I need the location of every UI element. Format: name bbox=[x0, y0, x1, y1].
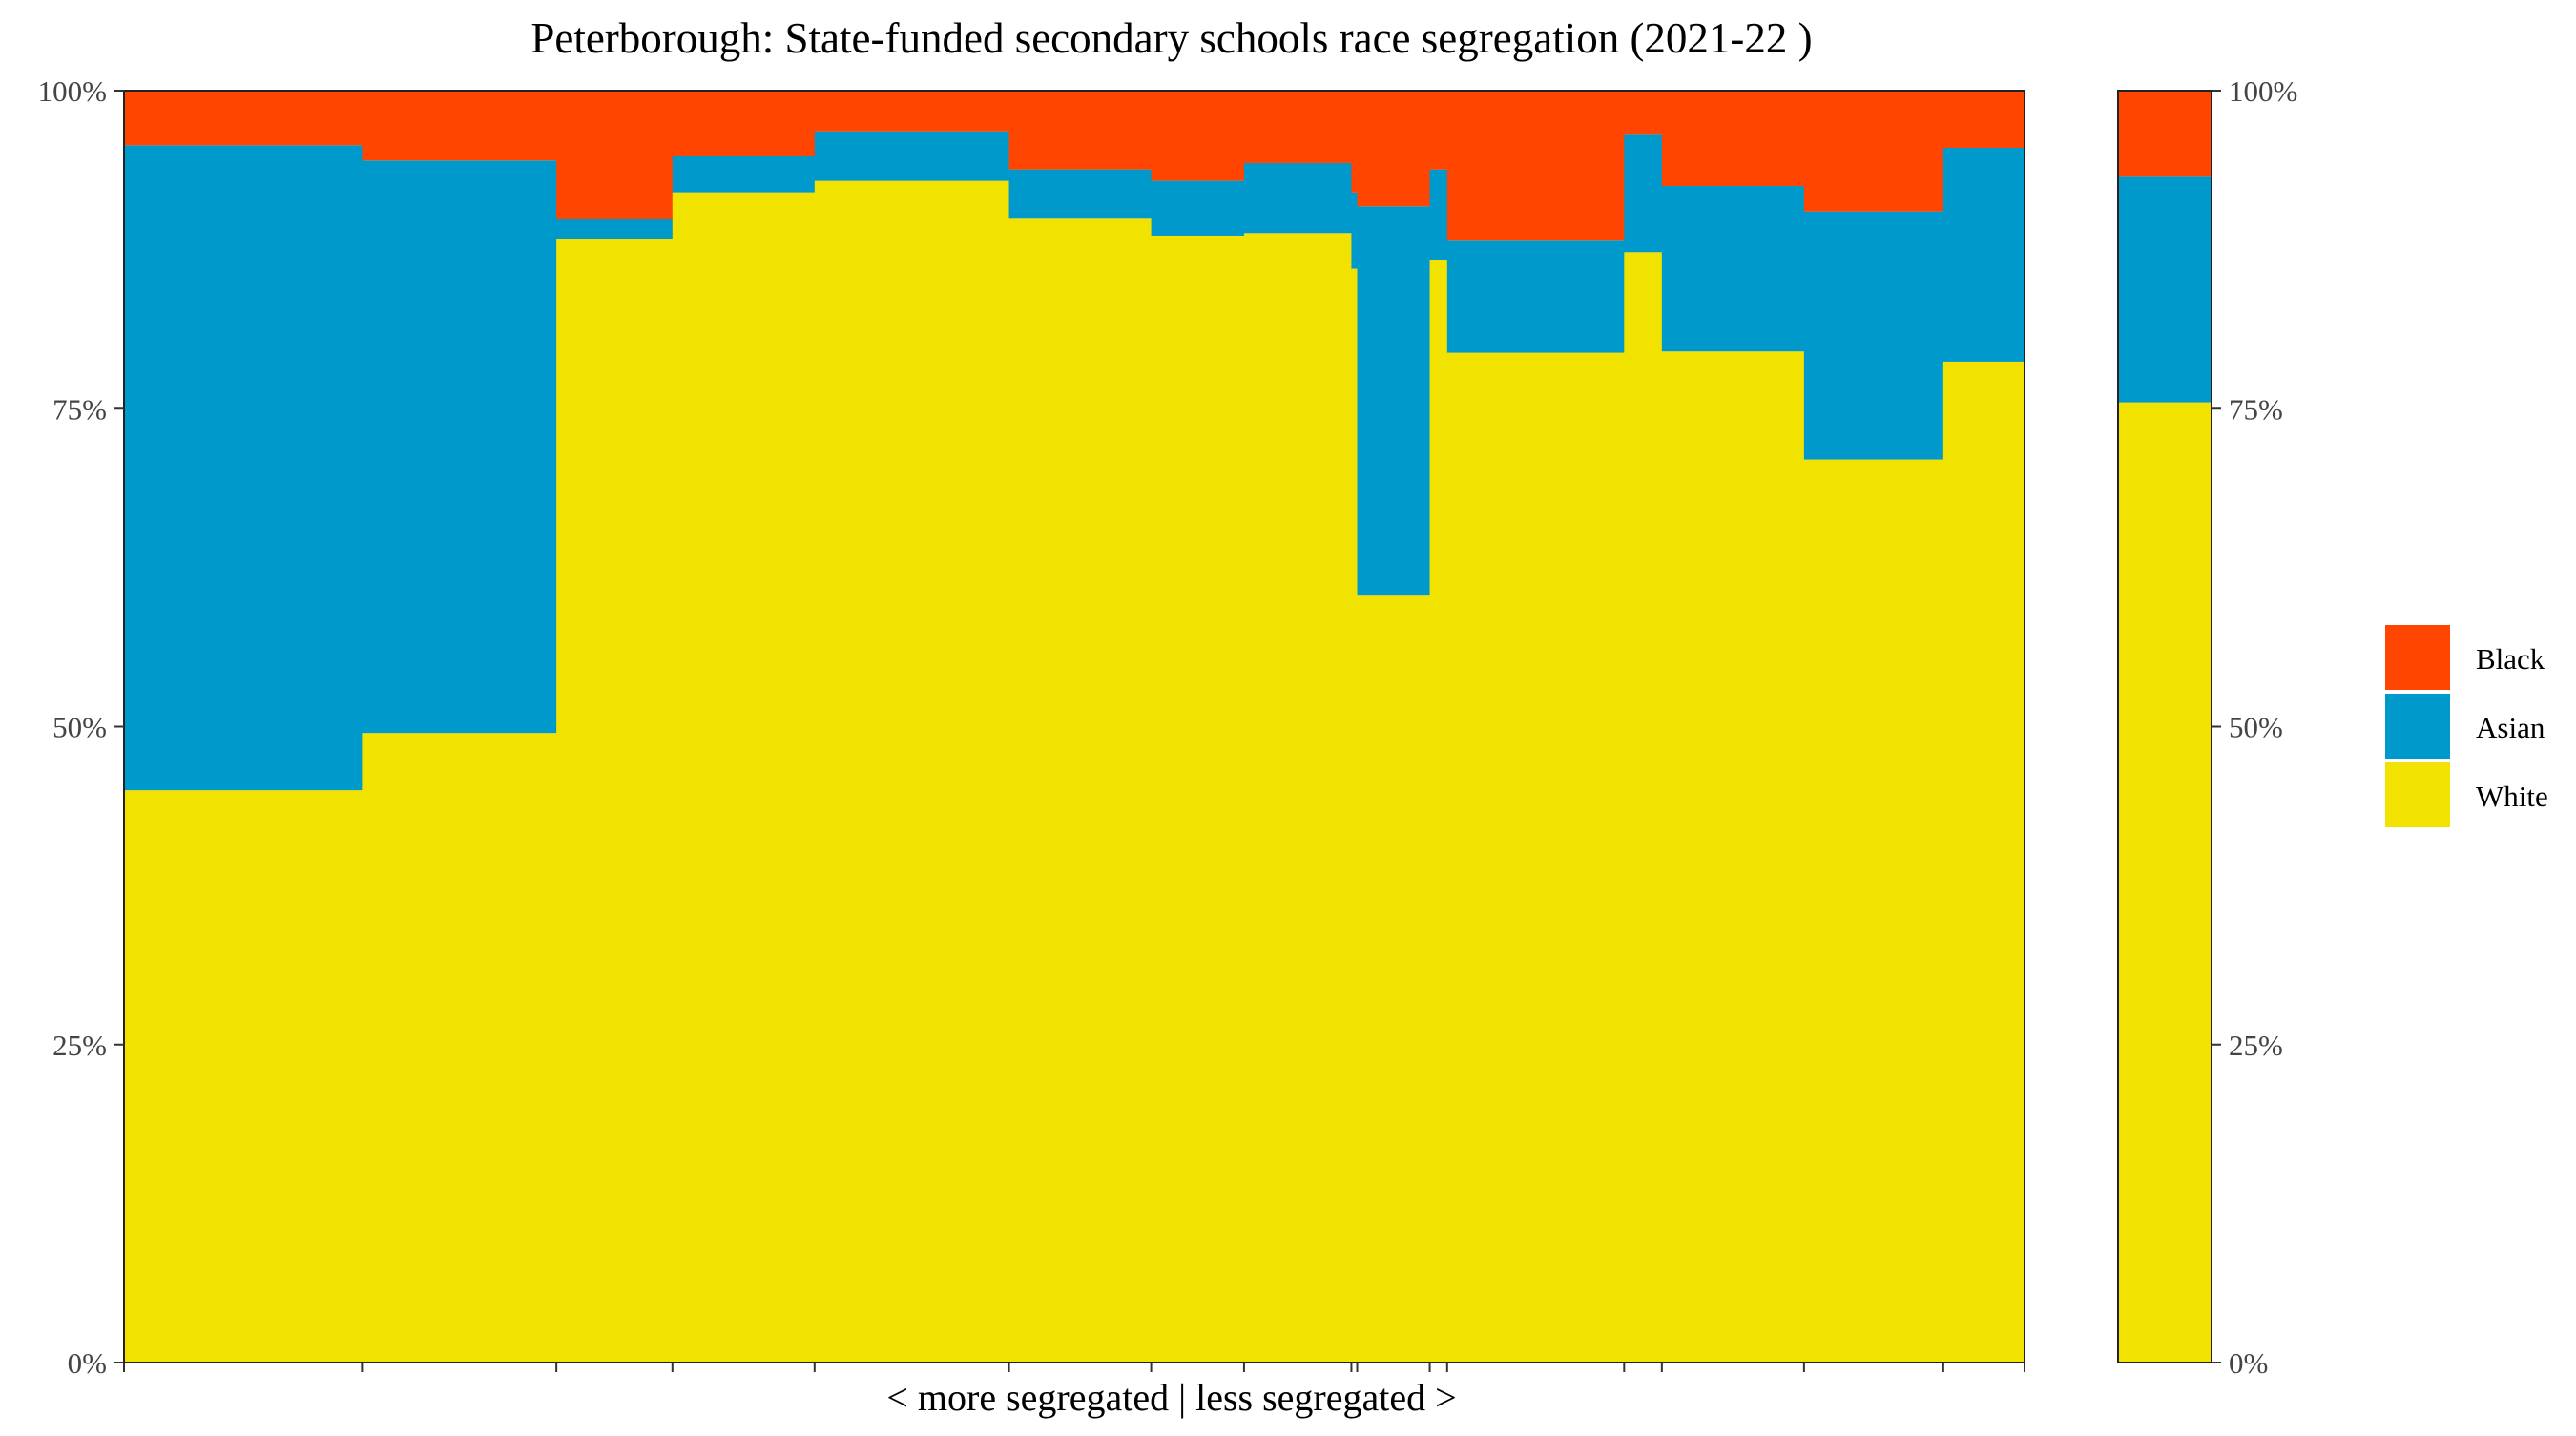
bar-black-overall bbox=[2118, 91, 2212, 177]
legend-label-asian: Asian bbox=[2476, 711, 2545, 744]
bar-white-school-8 bbox=[1243, 233, 1353, 1363]
y-tick-label-left-0: 0% bbox=[68, 1346, 107, 1380]
x-axis-label: < more segregated | less segregated > bbox=[886, 1376, 1456, 1419]
bar-black-school-14 bbox=[1661, 91, 1805, 186]
y-tick-label-right-2: 50% bbox=[2229, 711, 2283, 744]
bar-black-school-16 bbox=[1942, 91, 2025, 148]
y-tick-label-left-2: 50% bbox=[52, 711, 107, 744]
bar-black-school-2 bbox=[362, 91, 557, 161]
legend-label-black: Black bbox=[2476, 642, 2545, 676]
bar-black-school-13 bbox=[1624, 91, 1663, 135]
bar-white-school-9 bbox=[1351, 268, 1359, 1363]
legend-swatch-black bbox=[2385, 625, 2450, 690]
bar-black-school-1 bbox=[124, 91, 363, 146]
axes: 0% 0% 25% 25% 50% 50% 75% 75% 100% 100% bbox=[38, 74, 2298, 1380]
chart-title: Peterborough: State-funded secondary sch… bbox=[530, 14, 1812, 62]
bar-black-school-11 bbox=[1429, 91, 1448, 170]
y-tick-label-right-4: 100% bbox=[2229, 74, 2297, 108]
legend-swatch-white bbox=[2385, 762, 2450, 827]
bar-white-school-4 bbox=[672, 192, 816, 1363]
legend-swatch-asian bbox=[2385, 694, 2450, 759]
bar-asian-school-7 bbox=[1151, 180, 1245, 236]
bar-white-school-11 bbox=[1429, 260, 1448, 1363]
bar-asian-school-2 bbox=[362, 160, 557, 734]
bar-black-school-4 bbox=[672, 91, 816, 156]
bar-white-school-5 bbox=[814, 180, 1010, 1363]
y-tick-label-right-1: 25% bbox=[2229, 1029, 2283, 1062]
bar-white-school-12 bbox=[1446, 352, 1625, 1363]
bar-asian-school-1 bbox=[124, 145, 363, 791]
bar-asian-school-13 bbox=[1624, 134, 1663, 253]
bar-white-school-16 bbox=[1942, 361, 2025, 1363]
overall-bar bbox=[2118, 91, 2212, 1363]
bar-asian-overall bbox=[2118, 176, 2212, 403]
bar-white-school-10 bbox=[1357, 595, 1431, 1363]
bar-black-school-10 bbox=[1357, 91, 1431, 207]
bar-white-school-2 bbox=[362, 733, 557, 1363]
y-tick-label-right-3: 75% bbox=[2229, 392, 2283, 426]
legend-label-white: White bbox=[2476, 780, 2548, 813]
bar-asian-school-8 bbox=[1243, 162, 1353, 234]
bar-asian-school-15 bbox=[1803, 211, 1944, 460]
bar-white-school-13 bbox=[1624, 252, 1663, 1363]
bar-asian-school-12 bbox=[1446, 240, 1625, 353]
bar-white-school-1 bbox=[124, 790, 363, 1363]
y-tick-label-left-3: 75% bbox=[52, 392, 107, 426]
bar-white-school-14 bbox=[1661, 351, 1805, 1363]
y-tick-label-left-1: 25% bbox=[52, 1029, 107, 1062]
y-tick-label-left-4: 100% bbox=[38, 74, 107, 108]
bar-black-school-15 bbox=[1803, 91, 1944, 212]
bar-asian-school-4 bbox=[672, 155, 816, 193]
bar-asian-school-5 bbox=[814, 131, 1010, 181]
legend: Black Asian White bbox=[2385, 625, 2548, 827]
bar-white-school-7 bbox=[1151, 235, 1245, 1363]
main-bars bbox=[124, 91, 2025, 1363]
bar-white-school-6 bbox=[1008, 218, 1153, 1363]
bar-black-school-5 bbox=[814, 91, 1010, 132]
bar-asian-school-10 bbox=[1357, 206, 1431, 596]
bar-asian-school-9 bbox=[1351, 192, 1359, 269]
bar-asian-school-14 bbox=[1661, 185, 1805, 352]
bar-black-school-7 bbox=[1151, 91, 1245, 181]
bar-black-school-12 bbox=[1446, 91, 1625, 241]
bar-asian-school-6 bbox=[1008, 169, 1153, 219]
bar-white-overall bbox=[2118, 402, 2212, 1363]
bar-white-school-3 bbox=[556, 239, 674, 1363]
bar-asian-school-3 bbox=[556, 219, 674, 239]
bar-asian-school-11 bbox=[1429, 169, 1448, 260]
bar-asian-school-16 bbox=[1942, 147, 2025, 362]
bar-black-school-6 bbox=[1008, 91, 1153, 170]
bar-black-school-3 bbox=[556, 91, 674, 219]
y-tick-label-right-0: 0% bbox=[2229, 1346, 2268, 1380]
bar-white-school-15 bbox=[1803, 459, 1944, 1363]
bar-black-school-8 bbox=[1243, 91, 1353, 163]
bar-black-school-9 bbox=[1351, 91, 1359, 193]
